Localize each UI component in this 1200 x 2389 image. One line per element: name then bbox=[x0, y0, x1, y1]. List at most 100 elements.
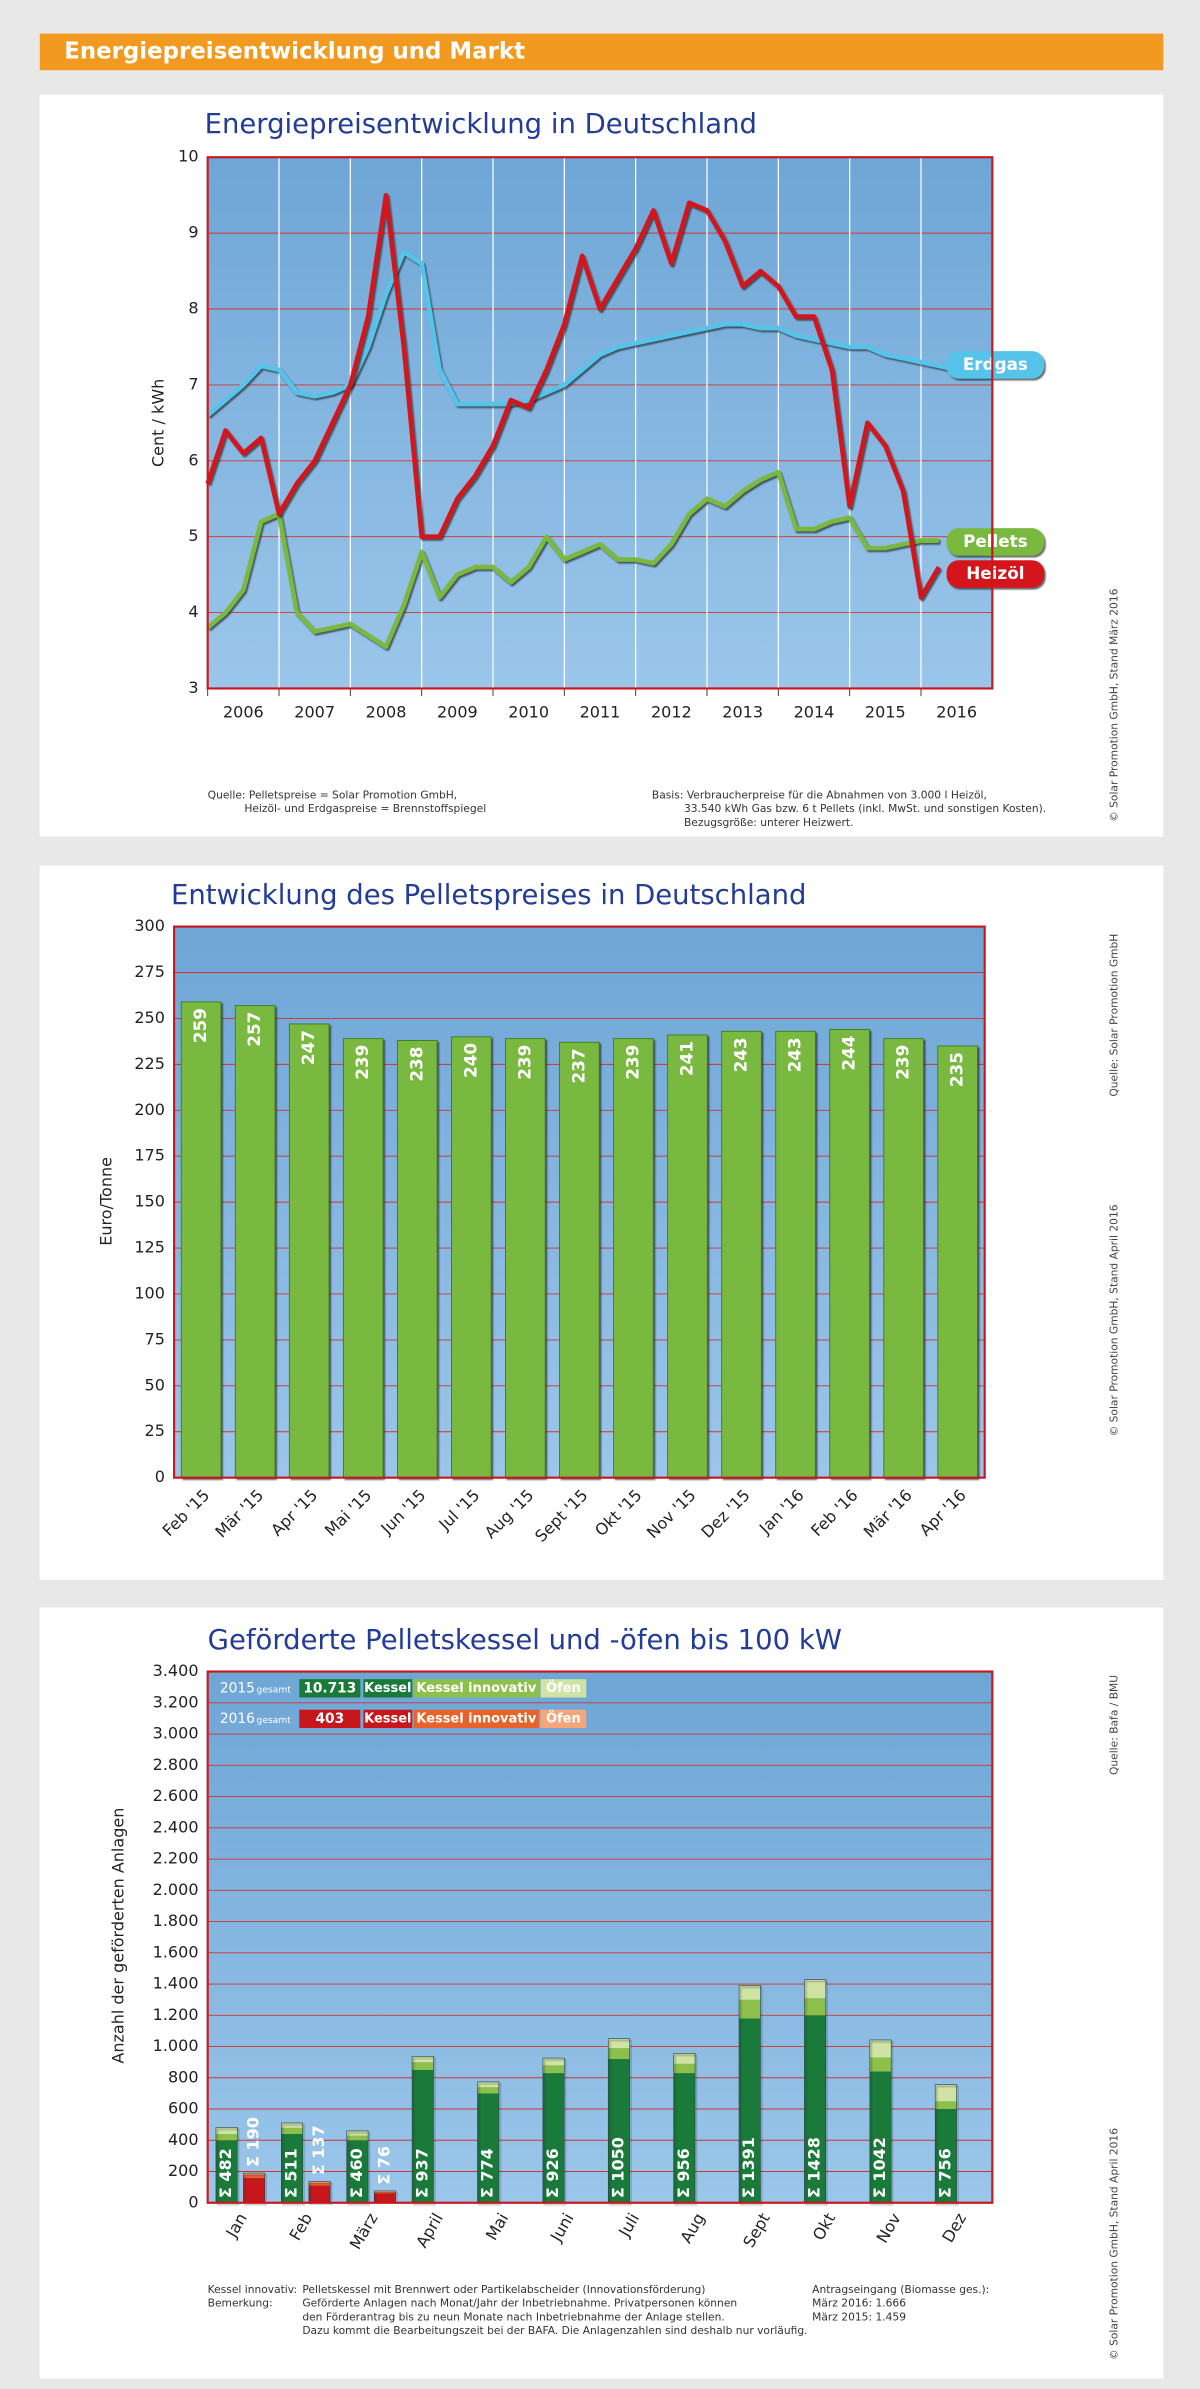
note: den Förderantrag bis zu neun Monate nach… bbox=[302, 2310, 724, 2323]
data-label: 241 bbox=[676, 1041, 696, 1076]
bar bbox=[396, 1040, 438, 1479]
y-tick-label: 5 bbox=[188, 526, 198, 545]
bar-segment bbox=[869, 2057, 892, 2072]
plot-border bbox=[206, 156, 994, 690]
legend-swatch bbox=[540, 1709, 587, 1729]
data-label: Σ 756 bbox=[935, 2148, 954, 2198]
bar-segment bbox=[542, 2073, 565, 2203]
y-tick-label: 1.200 bbox=[153, 2005, 199, 2024]
bar-segment bbox=[935, 2109, 957, 2203]
data-label: Σ 937 bbox=[412, 2148, 431, 2198]
chart-title: Energiepreisentwicklung in Deutschland bbox=[205, 109, 757, 140]
bar-segment bbox=[281, 2122, 303, 2128]
note: März 2015: 1.459 bbox=[812, 2310, 906, 2323]
bar-segment bbox=[243, 2177, 265, 2203]
data-label: 239 bbox=[352, 1045, 372, 1080]
y-tick-label: 10 bbox=[178, 147, 198, 166]
data-label: Σ 190 bbox=[244, 2117, 263, 2167]
chart-title: Geförderte Pelletskessel und -öfen bis 1… bbox=[208, 1625, 842, 1656]
bar-segment bbox=[739, 1985, 761, 2000]
chart-title: Entwicklung des Pelletspreises in Deutsc… bbox=[171, 880, 806, 911]
x-tick-label: 2014 bbox=[794, 702, 835, 721]
legend-box bbox=[299, 1709, 361, 1729]
bar bbox=[667, 1034, 708, 1479]
y-tick-label: 0 bbox=[155, 1467, 165, 1486]
x-tick-label: 2012 bbox=[651, 702, 692, 721]
legend-year: 2016 bbox=[220, 1711, 255, 1727]
x-tick-label: 2009 bbox=[437, 702, 478, 721]
y-tick-label: 300 bbox=[134, 916, 165, 935]
y-tick-label: 2.000 bbox=[153, 1880, 199, 1899]
legend-box bbox=[299, 1679, 361, 1698]
bar-segment bbox=[412, 2062, 434, 2070]
bar bbox=[234, 1005, 276, 1479]
data-label: 247 bbox=[298, 1030, 318, 1065]
y-tick-label: 3.400 bbox=[153, 1661, 199, 1680]
y-tick-label: 0 bbox=[188, 2192, 198, 2211]
series-line bbox=[205, 192, 941, 600]
x-tick-label: 2006 bbox=[223, 702, 264, 721]
series-line bbox=[206, 249, 958, 417]
data-label: 240 bbox=[460, 1043, 480, 1078]
legend-label: Kessel bbox=[364, 1681, 411, 1696]
y-tick-label: 1.800 bbox=[153, 1911, 199, 1930]
bar-segment bbox=[542, 2058, 565, 2066]
note: Basis: Verbraucherpreise für die Abnahme… bbox=[652, 788, 987, 801]
legend-swatch bbox=[413, 1679, 539, 1698]
y-tick-label: 25 bbox=[145, 1421, 165, 1440]
data-label: 243 bbox=[785, 1037, 805, 1072]
bar-segment bbox=[374, 2190, 396, 2192]
legend-label: Kessel innovativ bbox=[416, 1681, 536, 1696]
series-line bbox=[206, 469, 939, 650]
bar-segment bbox=[215, 2127, 238, 2135]
plot-border bbox=[173, 925, 986, 1479]
data-label: 257 bbox=[244, 1012, 264, 1047]
x-tick-label: 2013 bbox=[722, 702, 763, 721]
plot-area bbox=[207, 157, 993, 689]
bar-segment bbox=[739, 1999, 761, 2019]
bar-segment bbox=[608, 2038, 630, 2049]
y-tick-label: 200 bbox=[134, 1100, 165, 1119]
source: Quelle: Bafa / BMU bbox=[1107, 1675, 1120, 1775]
bar-segment bbox=[412, 2056, 434, 2063]
bar bbox=[180, 1001, 222, 1479]
bar-segment bbox=[243, 2174, 265, 2178]
legend-year: 2015 bbox=[220, 1680, 255, 1696]
legend-label: gesamt bbox=[257, 1685, 292, 1695]
bar-segment bbox=[215, 2140, 238, 2203]
bar-segment bbox=[308, 2181, 331, 2183]
x-tick-label: 2011 bbox=[580, 702, 621, 721]
bar-segment bbox=[374, 2193, 396, 2203]
note: Bezugsgröße: unterer Heizwert. bbox=[684, 816, 854, 829]
note: Quelle: Pelletspreise = Solar Promotion … bbox=[208, 788, 458, 801]
y-tick-label: 200 bbox=[168, 2161, 199, 2180]
y-tick-label: 7 bbox=[188, 374, 198, 393]
bar-segment bbox=[243, 2173, 265, 2175]
note: Heizöl- und Erdgaspreise = Brennstoffspi… bbox=[244, 802, 486, 815]
data-label: Σ 76 bbox=[374, 2146, 393, 2185]
bar-segment bbox=[608, 2048, 630, 2060]
x-tick-label: 2007 bbox=[294, 702, 335, 721]
note: Dazu kommt die Bearbeitungszeit bei der … bbox=[302, 2324, 807, 2337]
legend-total: 10.713 bbox=[303, 1680, 356, 1696]
bar-segment bbox=[935, 2101, 957, 2110]
data-label: Σ 956 bbox=[674, 2148, 693, 2198]
data-label: 239 bbox=[514, 1045, 534, 1080]
bar bbox=[451, 1036, 492, 1479]
header-title: Energiepreisentwicklung und Markt bbox=[64, 38, 525, 64]
bar-segment bbox=[739, 2018, 761, 2203]
bar-segment bbox=[869, 2039, 892, 2058]
bar-segment bbox=[346, 2130, 369, 2136]
note: Antragseingang (Biomasse ges.): bbox=[812, 2283, 989, 2296]
bar-segment bbox=[477, 2081, 499, 2088]
y-tick-label: 50 bbox=[145, 1375, 165, 1394]
bar bbox=[613, 1038, 654, 1479]
header-bar bbox=[39, 33, 1164, 71]
bar bbox=[559, 1041, 600, 1479]
note: Bemerkung: bbox=[208, 2297, 273, 2310]
plot-border bbox=[206, 1670, 994, 2204]
data-label: 239 bbox=[893, 1045, 913, 1080]
bar-segment bbox=[542, 2065, 565, 2074]
bar-segment bbox=[346, 2140, 369, 2203]
